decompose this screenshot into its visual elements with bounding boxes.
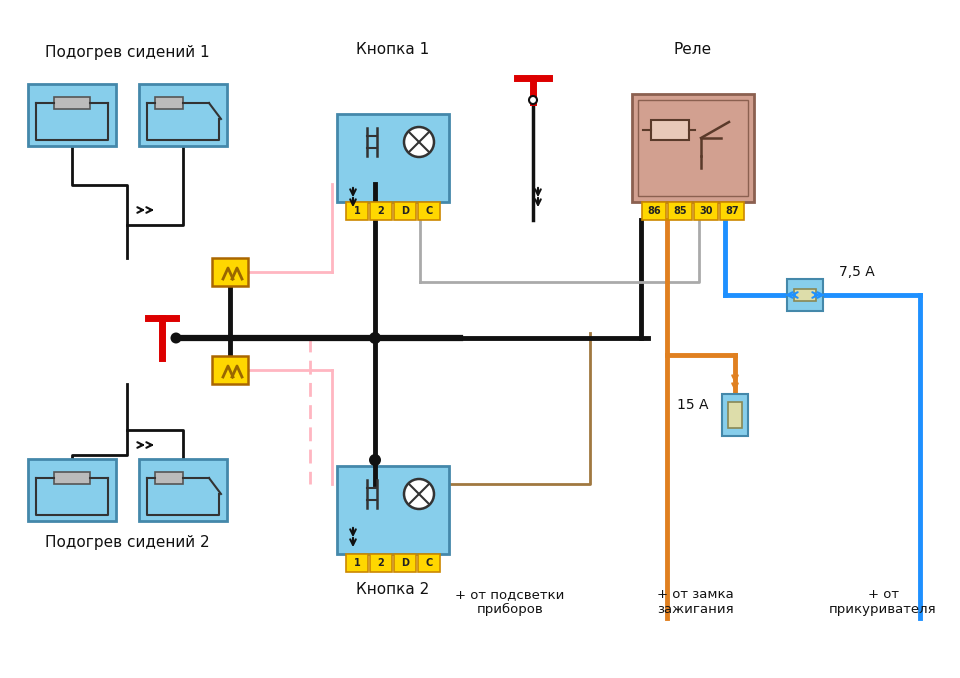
Text: C: C [425, 558, 433, 568]
Bar [418, 202, 440, 220]
Text: 7,5 А: 7,5 А [839, 265, 875, 279]
Text: 2: 2 [377, 558, 384, 568]
Bar [651, 120, 689, 140]
Bar [787, 279, 823, 311]
Text: 2: 2 [377, 206, 384, 216]
Bar [722, 394, 748, 436]
Text: 1: 1 [353, 206, 360, 216]
Bar [54, 97, 90, 109]
Bar [346, 554, 368, 572]
Bar [337, 466, 449, 554]
Bar [694, 202, 718, 220]
Circle shape [369, 332, 381, 344]
Text: + от замка
зажигания: + от замка зажигания [657, 588, 733, 616]
Bar [139, 459, 227, 521]
Bar [720, 202, 744, 220]
Text: 15 А: 15 А [677, 398, 708, 412]
Circle shape [171, 332, 181, 344]
Bar [337, 114, 449, 202]
Text: Реле: Реле [674, 43, 712, 58]
Text: 86: 86 [647, 206, 660, 216]
Text: C: C [425, 206, 433, 216]
Bar [638, 100, 748, 196]
Text: 30: 30 [699, 206, 712, 216]
Text: D: D [401, 558, 409, 568]
Bar [394, 202, 416, 220]
Text: 85: 85 [673, 206, 686, 216]
Circle shape [529, 96, 537, 104]
Bar [28, 459, 116, 521]
Bar [642, 202, 666, 220]
Bar [28, 84, 116, 146]
Circle shape [404, 479, 434, 509]
Bar [54, 472, 90, 484]
Text: Кнопка 2: Кнопка 2 [356, 582, 430, 597]
Bar [212, 258, 248, 286]
Text: Кнопка 1: Кнопка 1 [356, 43, 430, 58]
Text: + от
прикуривателя: + от прикуривателя [829, 588, 937, 616]
Text: D: D [401, 206, 409, 216]
Text: 87: 87 [725, 206, 739, 216]
Bar [139, 84, 227, 146]
Bar [394, 554, 416, 572]
Bar [370, 202, 392, 220]
Text: 1: 1 [353, 558, 360, 568]
Bar [155, 472, 183, 484]
Bar [632, 94, 754, 202]
Bar [794, 289, 816, 301]
Text: Подогрев сидений 1: Подогрев сидений 1 [45, 45, 209, 60]
Bar [212, 356, 248, 384]
Circle shape [369, 454, 381, 466]
Bar [418, 554, 440, 572]
Bar [155, 97, 183, 109]
Bar [668, 202, 692, 220]
Text: Подогрев сидений 2: Подогрев сидений 2 [45, 534, 209, 549]
Circle shape [404, 127, 434, 157]
Bar [728, 402, 742, 428]
Bar [370, 554, 392, 572]
Bar [346, 202, 368, 220]
Text: + от подсветки
приборов: + от подсветки приборов [455, 588, 564, 616]
